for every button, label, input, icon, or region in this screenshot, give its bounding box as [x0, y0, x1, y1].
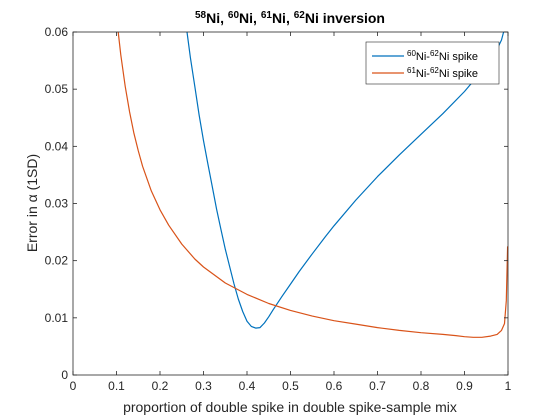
chart-title: 58Ni, 60Ni, 61Ni, 62Ni inversion: [195, 10, 385, 27]
legend-box: [365, 41, 500, 85]
y-tick-label: 0.01: [45, 311, 69, 325]
x-tick-label: 0: [70, 379, 77, 393]
y-tick-label: 0.02: [45, 254, 69, 268]
x-axis-label: proportion of double spike in double spi…: [123, 399, 457, 415]
series-line-1: [186, 31, 505, 329]
y-tick-label: 0.06: [45, 25, 69, 39]
x-tick-label: 0.8: [413, 379, 430, 393]
y-tick-label: 0.03: [45, 197, 69, 211]
x-tick-label: 0.7: [369, 379, 386, 393]
x-tick-label: 0.6: [326, 379, 343, 393]
legend: 60Ni-62Ni spike 61Ni-62Ni spike: [365, 41, 500, 85]
x-tick-label: 1: [505, 379, 512, 393]
legend-label: 61Ni-62Ni spike: [407, 66, 478, 81]
x-tick-label: 0.1: [108, 379, 125, 393]
x-tick-label: 0.3: [195, 379, 212, 393]
y-axis-ticks: 0 0.01 0.02 0.03 0.04 0.05 0.06: [45, 25, 508, 382]
y-tick-label: 0.05: [45, 82, 69, 96]
y-tick-label: 0.04: [45, 139, 69, 153]
x-axis-ticks: 0 0.1 0.2 0.3 0.4 0.5 0.6 0.7 0.8 0.9 1: [70, 32, 512, 393]
x-tick-label: 0.9: [456, 379, 473, 393]
y-tick-label: 0: [61, 368, 68, 382]
series-line-2: [117, 31, 509, 338]
x-tick-label: 0.4: [239, 379, 256, 393]
legend-label: 60Ni-62Ni spike: [407, 49, 478, 64]
series-lines: [117, 31, 509, 338]
x-tick-label: 0.5: [282, 379, 299, 393]
plot-background: [73, 32, 508, 375]
x-tick-label: 0.2: [152, 379, 169, 393]
y-axis-label: Error in α (1SD): [24, 154, 40, 252]
